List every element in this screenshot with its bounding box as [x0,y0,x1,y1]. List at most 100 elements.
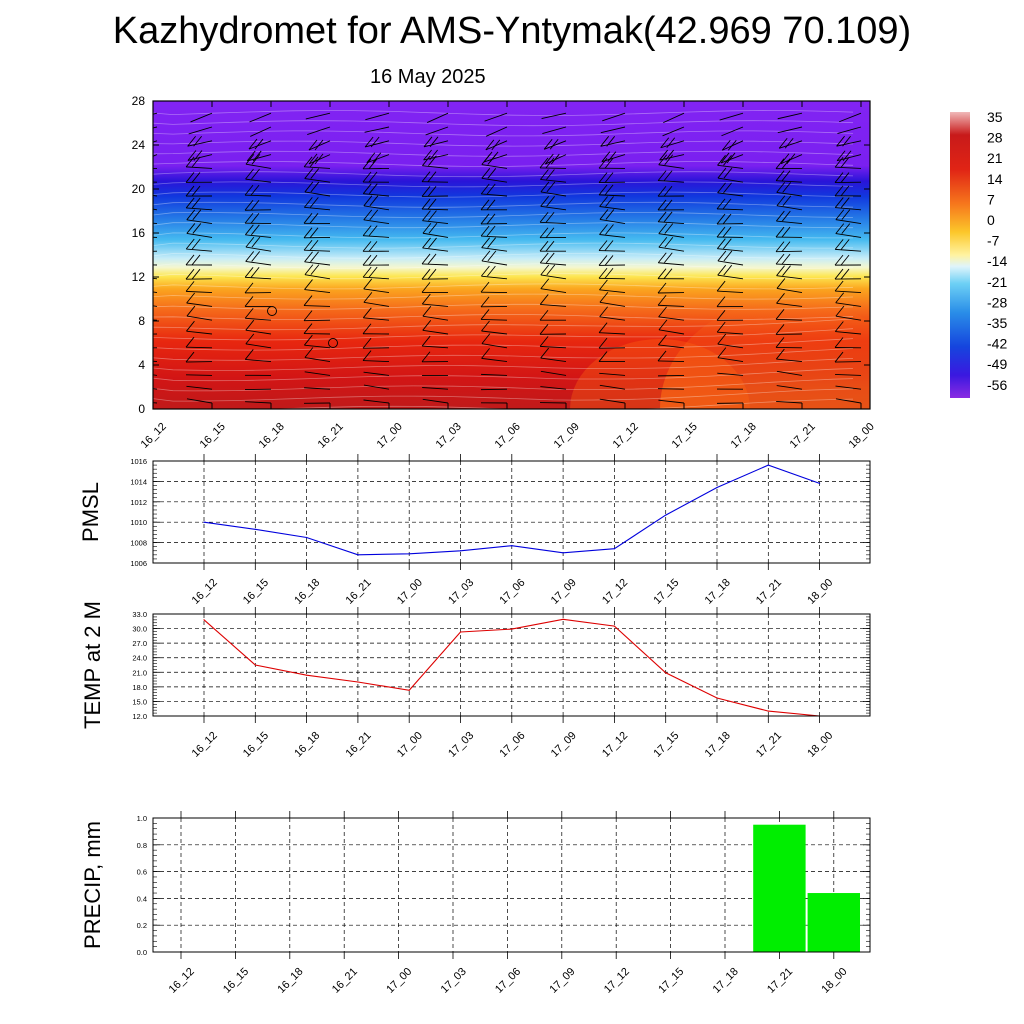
x-tick-label: 17_18 [711,966,741,996]
wind-barb-feather [598,267,608,279]
wind-barb-feather [368,266,378,278]
data-point [254,528,256,530]
x-tick-label: 17_03 [439,966,469,996]
wind-barb-feather [137,171,145,181]
wind-barb-feather [250,267,260,278]
x-tick-label: 17_00 [375,421,405,451]
wind-barb-feather [726,152,736,164]
wind-barb-shaft [422,398,449,404]
wind-barb-shaft [835,233,862,238]
wind-barb-shaft [835,166,862,169]
wind-barb-feather [663,268,673,279]
wind-barb-shaft [186,166,213,169]
wind-barb-feather [191,185,201,197]
wind-barb-feather [841,223,851,234]
wind-barb-shaft [663,112,685,124]
wind-barb-shaft [777,112,803,120]
wind-barb-feather [782,182,792,193]
wind-barb-feather [658,334,667,346]
isotherm-line [153,130,854,137]
wind-barb-feather [364,136,374,148]
wind-barb-feather [840,172,850,183]
wind-barb-feather [550,153,560,165]
wind-barb-shaft [363,384,390,390]
wind-barb-feather [722,238,732,249]
wind-barb-feather [657,185,667,197]
wind-barb-feather [657,211,667,223]
isotherm-line [153,338,854,351]
wind-barb-feather [605,224,614,235]
wind-barb-feather [665,149,674,161]
wind-barb-shaft [717,331,744,335]
wind-barb-feather [303,227,313,239]
data-point [459,550,462,552]
wind-barb-feather [245,153,255,165]
wind-barb-feather [489,151,499,163]
colorbar-label: -21 [987,274,1007,290]
wind-barb-feather [722,226,732,238]
wind-barb-feather [599,224,608,235]
y-tick-label: 1006 [130,559,147,568]
x-tick-label: 17_06 [497,577,527,607]
wind-barb-feather [545,240,555,252]
wind-barbs [131,112,862,404]
wind-barb-feather [185,172,195,183]
wind-barb-feather [421,351,431,363]
wind-barb-feather [428,237,437,249]
wind-barb-feather [723,167,733,179]
colorbar-label: 7 [987,191,995,207]
wind-barb-feather [604,172,614,183]
wind-barb-feather [782,195,792,207]
y-tick-label: 8 [138,314,145,328]
x-tick-label: 18_00 [805,577,835,607]
wind-barb-feather [191,268,201,280]
wind-barb-shaft [245,276,272,280]
wind-barb-shaft [835,315,862,321]
wind-barb-shaft [599,250,626,252]
wind-barb-shaft [776,370,803,376]
wind-barb-shaft [484,112,508,122]
wind-barb-feather [781,253,791,265]
wind-barb-feather [427,171,437,182]
x-tick-label: 17_12 [600,730,630,760]
wind-barb-feather [545,211,555,223]
isotherm-line [153,293,854,300]
wind-barb-feather [658,236,668,248]
wind-barb-feather [835,209,845,220]
wind-barb-feather [481,265,490,277]
wind-barb-feather [717,250,727,262]
wind-barb-feather [604,240,614,251]
x-tick-label: 16_12 [190,577,220,607]
wind-barb-feather [775,241,785,252]
wind-barb-feather [723,182,732,194]
wind-barb-feather [481,333,491,344]
wind-barb-feather [131,338,139,348]
wind-barb-feather [781,226,791,238]
wind-barb-shaft [363,205,390,211]
wind-barb-feather [487,237,497,248]
wind-barb-shaft [601,154,626,163]
data-point [562,618,564,620]
wind-barb-feather [723,264,733,276]
wind-barb-feather [663,211,673,223]
wind-barb-feather [663,252,673,264]
y-tick-label: 27.0 [132,639,147,648]
wind-barb-shaft [776,220,803,225]
x-tick-label: 17_15 [670,421,700,451]
wind-barb-shaft [721,126,744,137]
wind-barb-feather [486,199,496,211]
wind-barb-feather [245,236,255,248]
wind-barb-feather [840,197,850,208]
wind-barb-feather [251,251,261,262]
wind-barb-shaft [717,290,744,294]
wind-barb-feather [186,305,196,317]
wind-barb-feather [598,184,608,196]
wind-barb-shaft [186,233,213,238]
y-tick-label: 0.6 [137,868,147,877]
wind-barb-feather [781,170,791,181]
isotherm-line [153,378,854,392]
wind-barb-feather [131,171,139,181]
wind-barb-feather [835,305,845,317]
y-tick-label: 15.0 [132,697,147,706]
wind-barb-feather [786,153,796,165]
